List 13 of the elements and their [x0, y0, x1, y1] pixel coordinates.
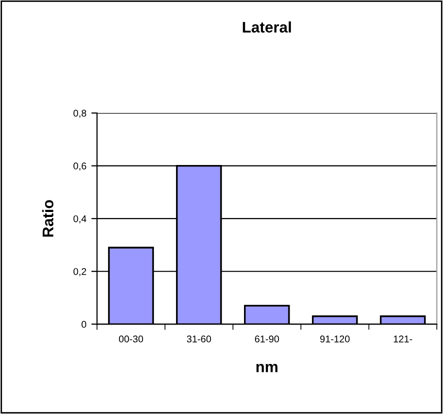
chart-title: Lateral — [242, 21, 291, 33]
x-tick-label: 121- — [394, 336, 412, 342]
x-tick-label: 31-60 — [186, 336, 212, 342]
y-tick-label: 0,6 — [73, 162, 86, 171]
x-tick-label: 91-120 — [320, 336, 350, 342]
x-axis-title: nm — [256, 364, 278, 372]
y-tick-label: 0 — [82, 320, 86, 328]
y-tick-label: 0,4 — [73, 215, 86, 224]
y-axis-title: Ratio — [42, 200, 54, 237]
x-tick-label: 00-30 — [118, 336, 144, 342]
y-tick-label: 0,2 — [73, 268, 86, 276]
x-tick-label: 61-90 — [254, 336, 279, 342]
y-tick-label: 0,8 — [73, 110, 86, 118]
